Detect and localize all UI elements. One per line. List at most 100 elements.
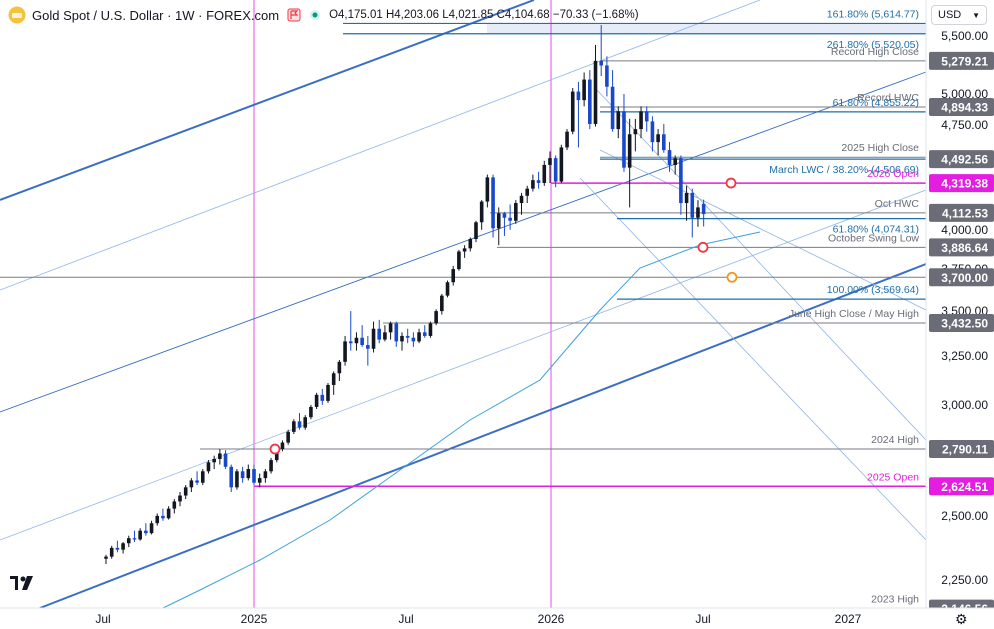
flag-icon[interactable]	[287, 8, 301, 22]
candle-body-26	[252, 469, 256, 483]
candle-body-28	[263, 471, 268, 479]
candle-body-18	[206, 462, 211, 472]
candle-body-32	[286, 431, 290, 443]
candle-body-49	[383, 332, 387, 340]
candle-body-0	[104, 556, 108, 559]
level-label-7: 2026 Open	[867, 168, 919, 180]
candle-body-24	[240, 471, 245, 479]
price-tag-bg-9	[929, 477, 994, 496]
candle-body-9	[155, 515, 160, 524]
price-tag-bg-4	[929, 203, 994, 222]
marker-october-swing-low	[697, 241, 709, 253]
candle-body-23	[235, 471, 239, 488]
candle-body-51	[394, 323, 399, 342]
candle-body-44	[354, 337, 359, 344]
price-tag-1: 4,894.33	[941, 101, 988, 115]
currency-selector[interactable]: USD ▼	[931, 5, 987, 25]
candles-group	[104, 25, 706, 564]
candle-body-73	[519, 195, 524, 204]
price-tag-9: 2,624.51	[941, 480, 988, 494]
candle-body-48	[377, 328, 382, 340]
price-tag-bg-6	[929, 268, 994, 287]
gear-icon[interactable]: ⚙	[955, 611, 968, 627]
candle-body-84	[582, 79, 586, 101]
marker-2024-high	[269, 443, 281, 455]
candle-body-5	[132, 538, 137, 540]
candle-body-29	[269, 460, 273, 472]
candle-body-95	[644, 111, 649, 122]
candle-body-74	[525, 188, 530, 196]
descending-line-3	[579, 177, 927, 541]
candle-body-75	[531, 180, 535, 189]
candle-body-59	[440, 295, 444, 312]
ohlc-readout: O4,175.01 H4,203.06 L4,021.85 C4,104.68 …	[329, 9, 639, 21]
candle-body-98	[662, 134, 666, 151]
x-tick-label-0: Jul	[95, 612, 110, 626]
candle-body-56	[422, 332, 427, 336]
y-tick-label-9: 2,250.00	[941, 573, 988, 587]
candle-body-60	[445, 282, 450, 296]
candle-body-54	[411, 337, 416, 342]
plot-area	[0, 0, 926, 608]
price-tag-4: 4,112.53	[942, 206, 988, 220]
level-label-10: October Swing Low	[828, 232, 919, 244]
candle-body-4	[126, 538, 131, 544]
candle-body-52	[400, 335, 404, 342]
candle-body-33	[292, 421, 296, 432]
candle-body-90	[616, 111, 621, 130]
candle-body-7	[144, 530, 148, 534]
candle-body-88	[605, 65, 609, 87]
candle-body-31	[280, 442, 285, 450]
candle-body-34	[297, 421, 302, 428]
price-tag-0: 5,279.21	[941, 54, 988, 68]
candle-body-35	[303, 417, 308, 428]
price-tag-bg-3	[929, 174, 994, 193]
y-tick-label-1: 5,000.00	[941, 87, 988, 101]
candle-body-68	[491, 177, 495, 229]
y-tick-label-6: 3,250.00	[941, 349, 988, 363]
x-tick-label-3: 2026	[538, 612, 565, 626]
candle-body-100	[673, 158, 677, 165]
candle-body-22	[229, 466, 234, 488]
x-tick-label-5: 2027	[835, 612, 862, 626]
currency-label: USD	[938, 9, 962, 21]
candle-body-89	[610, 86, 615, 130]
price-tag-bg-1	[929, 98, 994, 117]
candle-body-77	[542, 164, 547, 183]
price-tag-7: 3,432.50	[941, 316, 988, 330]
x-tick-label-2: Jul	[398, 612, 413, 626]
descending-line-2	[599, 149, 927, 311]
candle-body-97	[656, 134, 660, 143]
y-tick-label-8: 2,500.00	[941, 509, 988, 523]
candle-body-42	[343, 341, 347, 362]
candle-body-67	[485, 177, 490, 202]
candle-body-69	[496, 213, 501, 229]
candle-body-62	[457, 251, 461, 270]
candle-body-30	[274, 449, 279, 461]
candle-body-25	[246, 469, 251, 479]
level-label-0: 161.80% (5,614.77)	[827, 8, 919, 20]
candle-body-8	[149, 523, 154, 534]
candle-body-2	[115, 547, 120, 550]
tv-logo-part-3	[22, 576, 33, 590]
candle-body-58	[434, 311, 438, 324]
candle-body-43	[348, 341, 353, 344]
candle-body-66	[479, 201, 484, 223]
candle-body-12	[172, 501, 177, 509]
candle-body-65	[474, 222, 478, 240]
candle-body-81	[565, 131, 569, 148]
price-tag-5: 3,886.64	[941, 241, 988, 255]
candle-body-14	[183, 487, 188, 496]
level-label-14: 2024 High	[871, 434, 919, 446]
symbol-title[interactable]: Gold Spot / U.S. Dollar · 1W · FOREX.com	[32, 7, 280, 23]
candle-body-16	[195, 480, 199, 483]
candle-body-40	[331, 373, 336, 385]
candle-body-50	[388, 323, 393, 333]
candle-body-53	[405, 335, 410, 338]
level-label-8: Oct HWC	[875, 198, 920, 210]
candle-body-101	[679, 158, 683, 204]
candle-body-11	[166, 508, 171, 519]
fib-zone-band	[487, 23, 926, 34]
candle-body-20	[218, 453, 222, 459]
